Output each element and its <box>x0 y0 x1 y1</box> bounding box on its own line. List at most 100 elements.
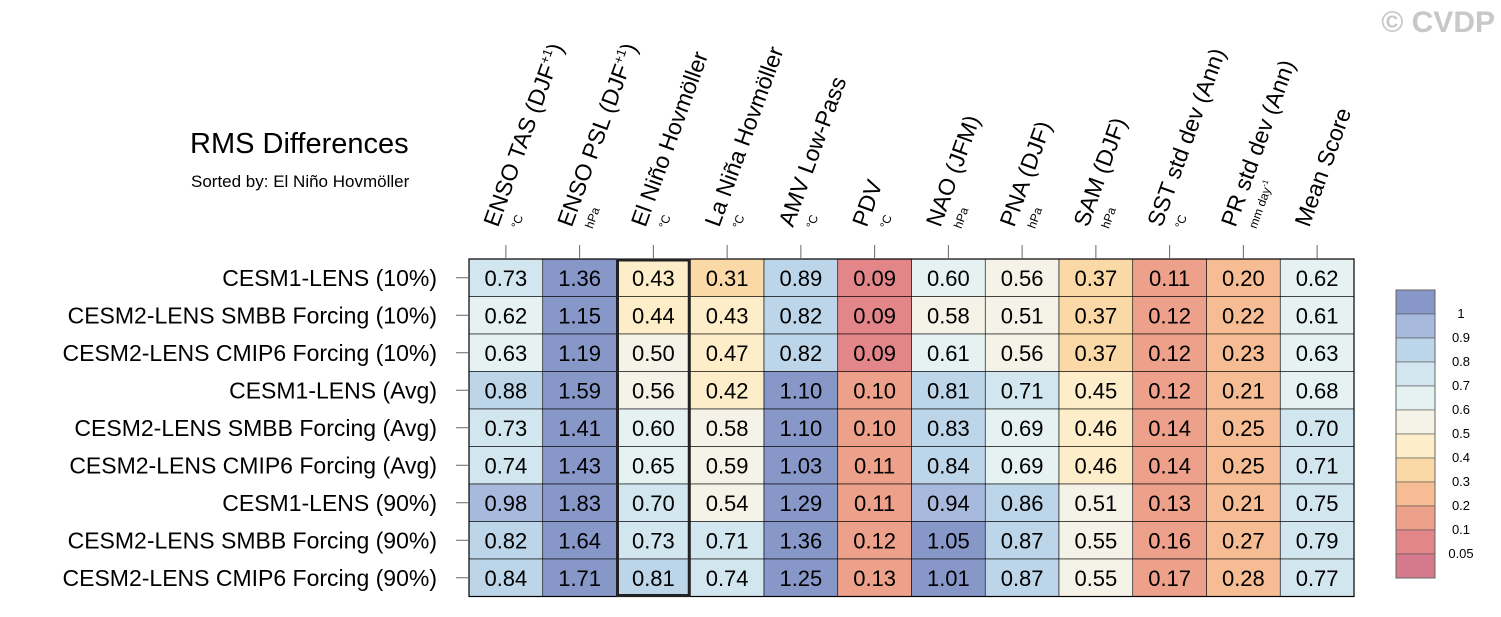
row-label: CESM2-LENS CMIP6 Forcing (Avg) <box>69 452 437 478</box>
heatmap-cell <box>468 333 544 372</box>
cell-value: 0.51 <box>1001 303 1044 328</box>
heatmap-cell <box>542 558 617 597</box>
column-label: PNA (DJF) <box>994 118 1056 230</box>
legend-swatch <box>1395 457 1436 483</box>
cell-value: 0.14 <box>1148 416 1191 441</box>
heatmap-cell <box>1132 521 1207 560</box>
cell-value: 1.15 <box>558 303 601 328</box>
cell-value: 0.56 <box>1001 341 1044 366</box>
cell-value: 0.12 <box>1148 378 1191 403</box>
column-label: El Niño Hovmöller <box>626 48 713 230</box>
cell-value: 0.54 <box>706 491 749 516</box>
legend-swatch <box>1395 505 1436 531</box>
heatmap-cell <box>763 371 839 410</box>
cell-value: 0.73 <box>484 266 527 291</box>
cell-value: 0.61 <box>1296 303 1339 328</box>
heatmap-cell <box>984 521 1060 560</box>
heatmap-cell <box>911 296 986 335</box>
heatmap-cell <box>1206 483 1281 522</box>
legend-label: 1 <box>1457 306 1464 321</box>
cell-value: 0.17 <box>1148 566 1191 591</box>
cell-value: 0.56 <box>632 378 675 403</box>
column-unit: °C <box>730 212 748 230</box>
cell-value: 0.50 <box>632 341 675 366</box>
cell-value: 0.63 <box>1296 341 1339 366</box>
column-unit: hPa <box>582 205 603 230</box>
cell-value: 0.09 <box>853 341 896 366</box>
row-label: CESM1-LENS (90%) <box>222 490 437 516</box>
cell-value: 0.14 <box>1148 453 1191 478</box>
heatmap-cell <box>763 558 839 597</box>
cell-value: 1.36 <box>779 528 822 553</box>
legend-label: 0.1 <box>1452 522 1470 537</box>
cell-value: 0.31 <box>706 266 749 291</box>
cell-value: 0.45 <box>1074 378 1117 403</box>
cell-value: 0.88 <box>484 378 527 403</box>
heatmap-cell <box>911 371 986 410</box>
cell-value: 0.84 <box>484 566 527 591</box>
heatmap-cell <box>837 333 912 372</box>
heatmap-cell <box>911 446 986 485</box>
heatmap-cell <box>468 408 544 447</box>
heatmap-cell <box>1206 521 1281 560</box>
heatmap-cell <box>1058 296 1134 335</box>
cell-value: 1.19 <box>558 341 601 366</box>
legend-label: 0.9 <box>1452 330 1470 345</box>
heatmap-cell <box>837 446 912 485</box>
heatmap-cell <box>837 521 912 560</box>
cell-value: 1.64 <box>558 528 601 553</box>
cell-value: 1.43 <box>558 453 601 478</box>
cell-value: 0.09 <box>853 303 896 328</box>
heatmap-cell <box>1206 558 1281 597</box>
column-unit: °C <box>1172 212 1190 230</box>
cell-value: 0.21 <box>1222 491 1265 516</box>
cell-value: 0.69 <box>1001 416 1044 441</box>
cell-value: 0.11 <box>854 453 895 478</box>
cell-value: 0.74 <box>484 453 527 478</box>
heatmap-cell <box>837 296 912 335</box>
legend-swatch <box>1395 553 1436 579</box>
heatmap-cell <box>984 408 1060 447</box>
heatmap-cell <box>542 258 617 297</box>
heatmap-cell <box>468 446 544 485</box>
cell-value: 0.10 <box>853 378 896 403</box>
cell-value: 0.59 <box>706 453 749 478</box>
column-label: SAM (DJF) <box>1068 114 1131 230</box>
heatmap-cell <box>911 521 986 560</box>
row-label: CESM2-LENS CMIP6 Forcing (90%) <box>63 565 438 591</box>
heatmap-cell <box>763 296 839 335</box>
cell-value: 0.70 <box>1296 416 1339 441</box>
cell-value: 0.60 <box>927 266 970 291</box>
cell-value: 0.94 <box>927 491 970 516</box>
cell-value: 0.20 <box>1222 266 1265 291</box>
cell-value: 0.37 <box>1074 341 1117 366</box>
heatmap-cell <box>1206 446 1281 485</box>
legend-label: 0.2 <box>1452 498 1470 513</box>
heatmap-cell <box>763 521 839 560</box>
column-label: La Niña Hovmöller <box>699 43 788 230</box>
cell-value: 0.98 <box>484 491 527 516</box>
heatmap-cell <box>1279 408 1355 447</box>
heatmap-cell <box>1279 296 1355 335</box>
heatmap-cell <box>1058 483 1134 522</box>
cell-value: 0.60 <box>632 416 675 441</box>
cell-value: 0.84 <box>927 453 970 478</box>
cell-value: 1.41 <box>558 416 601 441</box>
legend-swatch <box>1395 313 1436 339</box>
cell-value: 0.82 <box>779 341 822 366</box>
heatmap-cell <box>763 408 839 447</box>
chart-subtitle: Sorted by: El Niño Hovmöller <box>191 172 410 191</box>
legend-label: 0.6 <box>1452 402 1470 417</box>
cell-value: 0.51 <box>1074 491 1117 516</box>
cell-value: 0.73 <box>484 416 527 441</box>
heatmap-cell <box>1132 333 1207 372</box>
row-label: CESM2-LENS CMIP6 Forcing (10%) <box>63 340 438 366</box>
legend-label: 0.05 <box>1448 546 1473 561</box>
cell-value: 0.13 <box>1148 491 1191 516</box>
heatmap-cell <box>1132 408 1207 447</box>
cell-value: 0.87 <box>1001 528 1044 553</box>
cell-value: 0.12 <box>853 528 896 553</box>
cell-value: 0.58 <box>706 416 749 441</box>
cell-value: 0.47 <box>706 341 749 366</box>
